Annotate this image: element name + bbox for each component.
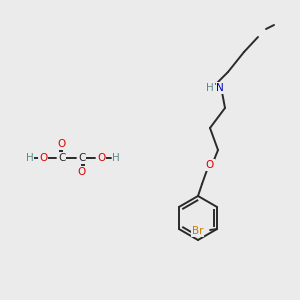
- Text: C: C: [78, 153, 86, 163]
- Text: O: O: [78, 167, 86, 177]
- Text: H: H: [26, 153, 34, 163]
- Text: Br: Br: [192, 226, 203, 236]
- Text: H: H: [206, 83, 214, 93]
- Text: O: O: [206, 160, 214, 170]
- Text: N: N: [216, 83, 224, 93]
- Text: H: H: [112, 153, 120, 163]
- Text: O: O: [97, 153, 105, 163]
- Text: O: O: [58, 139, 66, 149]
- Text: C: C: [58, 153, 66, 163]
- Text: O: O: [39, 153, 47, 163]
